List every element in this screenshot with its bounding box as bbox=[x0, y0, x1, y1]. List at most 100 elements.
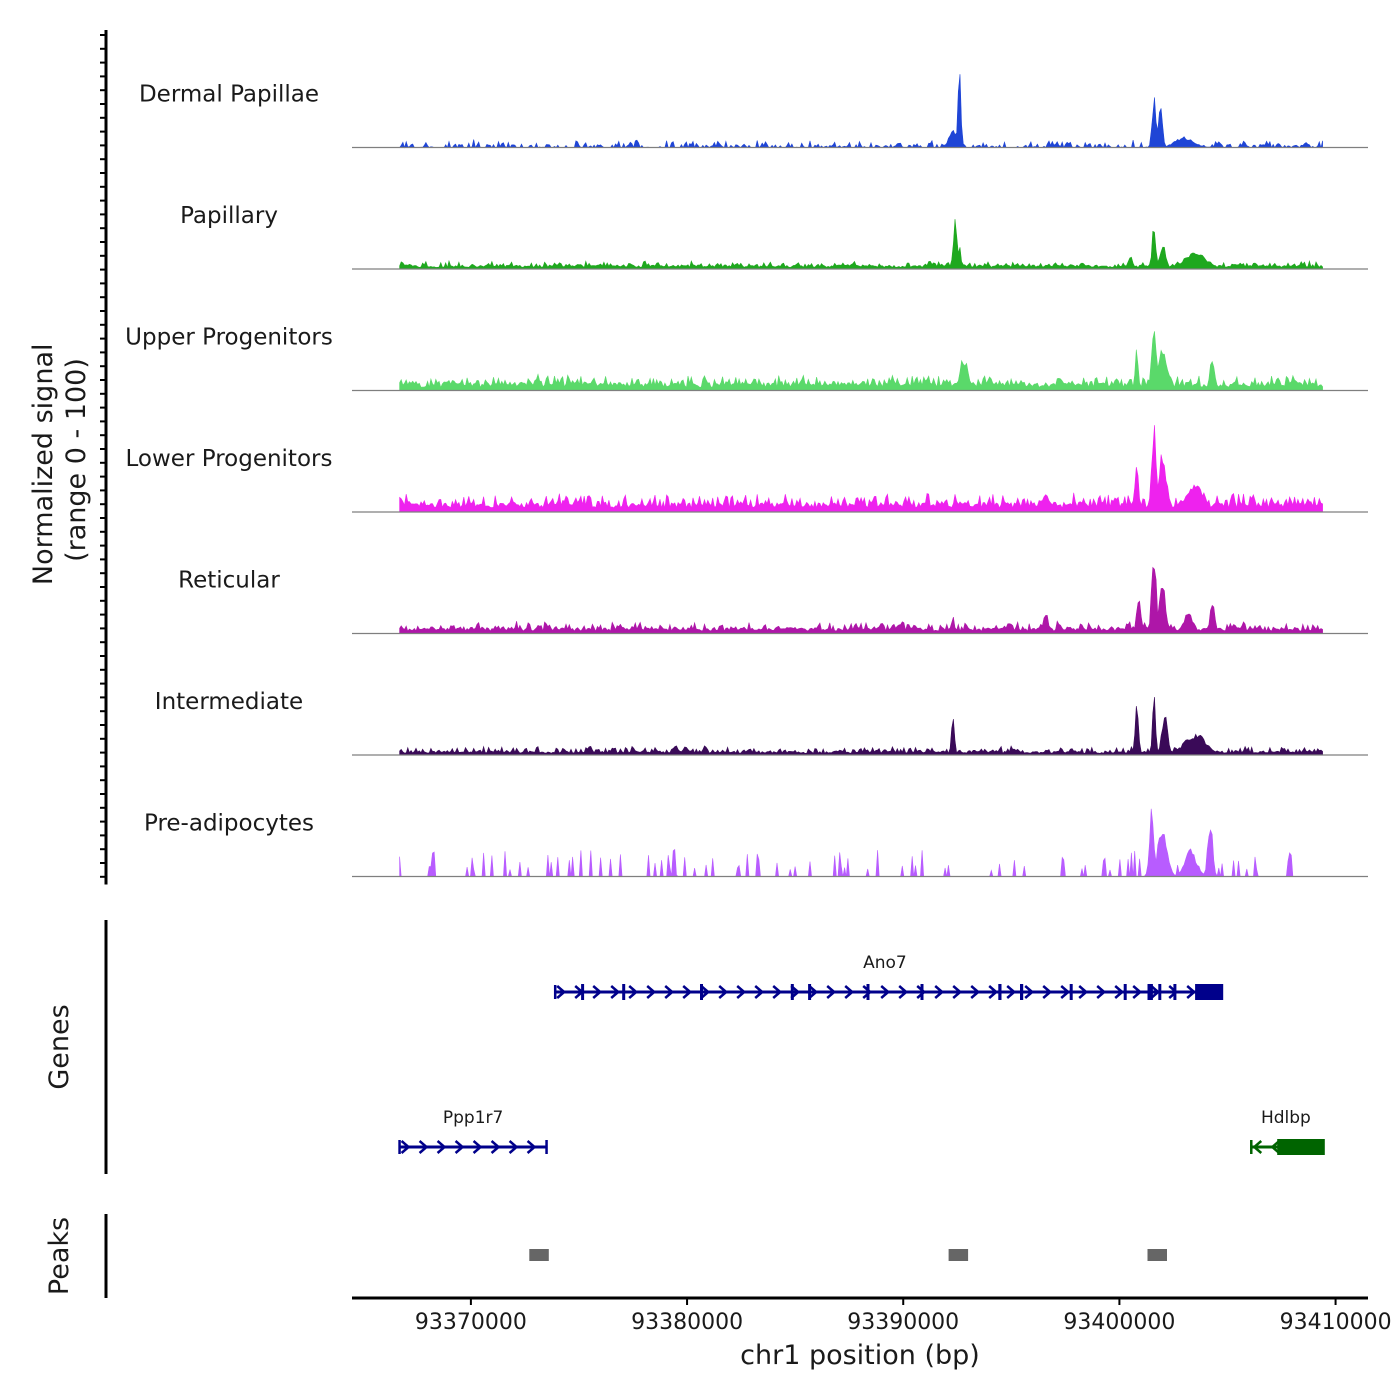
track-5: Intermediate bbox=[155, 689, 1368, 756]
strand-arrow bbox=[1060, 985, 1071, 999]
exon bbox=[808, 984, 812, 1000]
strand-arrow bbox=[1150, 985, 1161, 999]
track-signal-area bbox=[399, 74, 1323, 149]
exon bbox=[622, 984, 626, 1000]
track-0: Dermal Papillae bbox=[139, 74, 1368, 149]
strand-arrow bbox=[1114, 985, 1125, 999]
track-label: Lower Progenitors bbox=[126, 446, 333, 472]
track-signal-area bbox=[399, 566, 1323, 634]
x-axis-label: chr1 position (bp) bbox=[740, 1340, 980, 1371]
gene-label: Ano7 bbox=[863, 953, 907, 973]
x-tick-label: 93380000 bbox=[631, 1310, 743, 1335]
exon bbox=[1020, 984, 1024, 1000]
strand-arrow bbox=[808, 985, 819, 999]
x-tick-label: 93400000 bbox=[1063, 1310, 1175, 1335]
track-signal-area bbox=[399, 696, 1323, 756]
strand-arrow bbox=[880, 985, 891, 999]
x-axis: 93370000 93380000 93390000 93400000 93410000 bbox=[352, 1296, 1392, 1335]
track-4: Reticular bbox=[178, 566, 1368, 635]
gene-label: Hdlbp bbox=[1261, 1108, 1311, 1128]
exon bbox=[1195, 984, 1224, 1000]
x-tick-label: 93410000 bbox=[1280, 1310, 1392, 1335]
track-signal-area bbox=[399, 808, 1323, 877]
track-6: Pre-adipocytes bbox=[144, 808, 1368, 878]
strand-arrow bbox=[970, 985, 981, 999]
exon bbox=[866, 984, 870, 1000]
exon bbox=[1147, 984, 1153, 1000]
strand-arrow bbox=[490, 1140, 501, 1154]
y-axis-label-line2: (range 0 - 100) bbox=[61, 358, 92, 562]
gene-label: Ppp1r7 bbox=[443, 1108, 503, 1128]
strand-arrow bbox=[736, 985, 747, 999]
strand-arrow bbox=[472, 1140, 483, 1154]
track-3: Lower Progenitors bbox=[126, 425, 1368, 513]
strand-arrow bbox=[1024, 985, 1035, 999]
strand-arrow bbox=[700, 985, 711, 999]
strand-arrow bbox=[664, 985, 675, 999]
strand-arrow bbox=[844, 985, 855, 999]
exon bbox=[1314, 1139, 1317, 1155]
x-tick-label: 93390000 bbox=[847, 1310, 959, 1335]
strand-arrow bbox=[400, 1140, 411, 1154]
peaks-axis-label: Peaks bbox=[44, 1217, 75, 1295]
strand-arrow bbox=[934, 985, 945, 999]
strand-arrow bbox=[718, 985, 729, 999]
peak-region bbox=[529, 1249, 549, 1261]
exon bbox=[1123, 984, 1127, 1000]
strand-arrow bbox=[772, 985, 783, 999]
exon bbox=[998, 984, 1002, 1000]
strand-arrow bbox=[646, 985, 657, 999]
x-tick-label: 93370000 bbox=[415, 1310, 527, 1335]
strand-arrow bbox=[682, 985, 693, 999]
exon bbox=[920, 984, 924, 1000]
strand-arrow bbox=[1078, 985, 1089, 999]
track-1: Papillary bbox=[180, 203, 1368, 270]
strand-arrow bbox=[1006, 985, 1017, 999]
strand-arrow bbox=[1252, 1140, 1263, 1154]
track-2: Upper Progenitors bbox=[125, 325, 1368, 392]
y-axis-label-line1: Normalized signal bbox=[28, 344, 59, 586]
strand-arrow bbox=[1042, 985, 1053, 999]
strand-arrow bbox=[1096, 985, 1107, 999]
peak-region bbox=[1147, 1249, 1167, 1261]
exon bbox=[790, 984, 794, 1000]
gene-Ppp1r7: Ppp1r7 bbox=[398, 1108, 548, 1154]
gene-Hdlbp: Hdlbp bbox=[1250, 1108, 1325, 1155]
exon bbox=[581, 984, 585, 1000]
track-label: Dermal Papillae bbox=[139, 82, 319, 108]
gene-Ano7: Ano7 bbox=[553, 953, 1224, 1000]
track-label: Pre-adipocytes bbox=[144, 811, 314, 837]
strand-arrow bbox=[898, 985, 909, 999]
strand-arrow bbox=[592, 985, 603, 999]
exon bbox=[1277, 1139, 1325, 1155]
y-axis-label: Normalized signal (range 0 - 100) bbox=[28, 335, 92, 585]
peaks-panel: Peaks bbox=[44, 1214, 1167, 1298]
strand-arrow bbox=[862, 985, 873, 999]
strand-arrow bbox=[628, 985, 639, 999]
track-label: Intermediate bbox=[155, 689, 303, 715]
strand-arrow bbox=[826, 985, 837, 999]
strand-arrow bbox=[1132, 985, 1143, 999]
track-label: Papillary bbox=[180, 203, 278, 229]
exon bbox=[1158, 984, 1162, 1000]
genes-axis-label: Genes bbox=[44, 1004, 75, 1089]
track-signal-area bbox=[399, 425, 1323, 513]
peak-region bbox=[948, 1249, 969, 1261]
strand-arrow bbox=[418, 1140, 429, 1154]
exon bbox=[1173, 984, 1177, 1000]
strand-arrow bbox=[454, 1140, 465, 1154]
genes-panel: Genes Ano7 Ppp1r7 Hdlbp bbox=[44, 920, 1325, 1174]
track-label: Reticular bbox=[178, 568, 280, 594]
exon bbox=[1069, 984, 1073, 1000]
strand-arrow bbox=[556, 985, 567, 999]
strand-arrow bbox=[754, 985, 765, 999]
signal-y-axis bbox=[100, 30, 108, 885]
strand-arrow bbox=[952, 985, 963, 999]
strand-arrow bbox=[436, 1140, 447, 1154]
strand-arrow bbox=[508, 1140, 519, 1154]
strand-arrow bbox=[610, 985, 621, 999]
strand-arrow bbox=[526, 1140, 537, 1154]
exon bbox=[700, 984, 703, 1000]
strand-arrow bbox=[988, 985, 999, 999]
